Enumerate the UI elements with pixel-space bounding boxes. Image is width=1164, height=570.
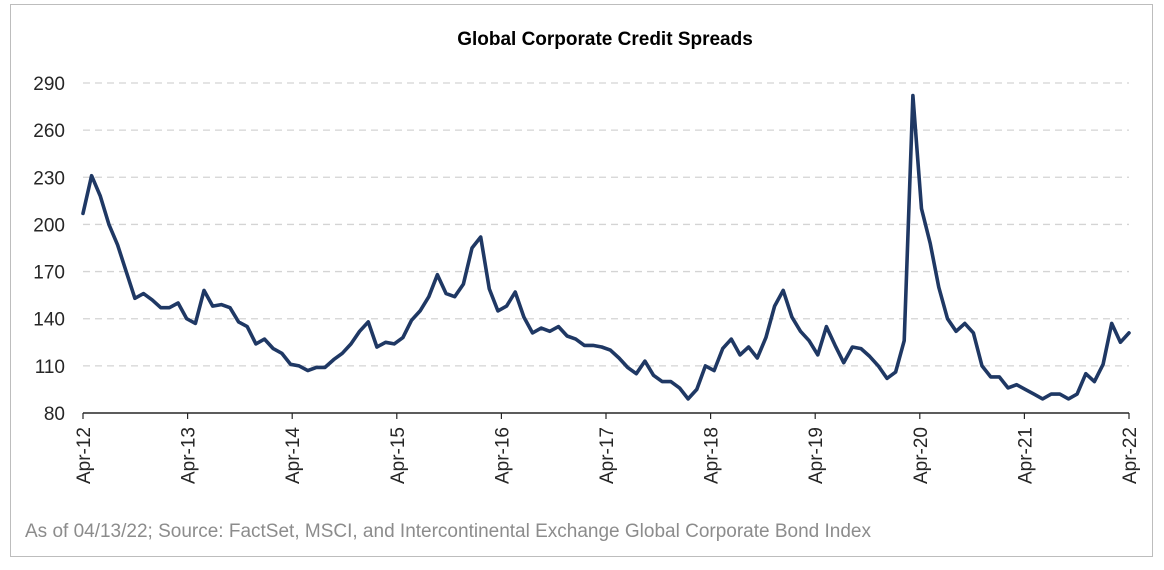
x-tick-label: Apr-17 [597,427,618,484]
source-note: As of 04/13/22; Source: FactSet, MSCI, a… [25,521,872,542]
gridlines [83,82,1129,414]
chart-frame: Global Corporate Credit Spreads 80 110 140… [10,4,1153,557]
x-tick-label: Apr-13 [179,427,200,484]
y-axis-ticks: 80 110 140 170 200 230 260 290 [33,74,65,425]
x-tick-label: Apr-20 [911,427,932,484]
x-tick-label: Apr-21 [1015,427,1036,484]
y-tick-label: 80 [44,404,65,425]
line-chart: Global Corporate Credit Spreads 80 110 140… [25,29,1141,542]
x-tick-label: Apr-14 [283,427,304,484]
y-tick-label: 140 [33,310,65,331]
y-tick-label: 200 [33,215,65,236]
y-tick-label: 290 [33,74,65,95]
x-tick-label: Apr-15 [388,427,409,484]
series-layer [81,93,1131,401]
x-tick-label: Apr-18 [702,427,723,484]
y-tick-label: 260 [33,121,65,142]
x-axis-ticks: Apr-12 Apr-13 Apr-14 Apr-15 Apr-16 Apr-17 Apr-… [74,413,1141,484]
x-tick-label: Apr-16 [492,427,513,484]
y-tick-label: 170 [33,263,65,284]
y-tick-label: 110 [35,357,65,378]
x-tick-label: Apr-12 [74,427,95,484]
chart-title: Global Corporate Credit Spreads [457,29,753,50]
x-tick-label: Apr-19 [806,427,827,484]
x-tick-label: Apr-22 [1120,427,1141,484]
y-tick-label: 230 [33,168,65,189]
series-line [81,93,1131,401]
